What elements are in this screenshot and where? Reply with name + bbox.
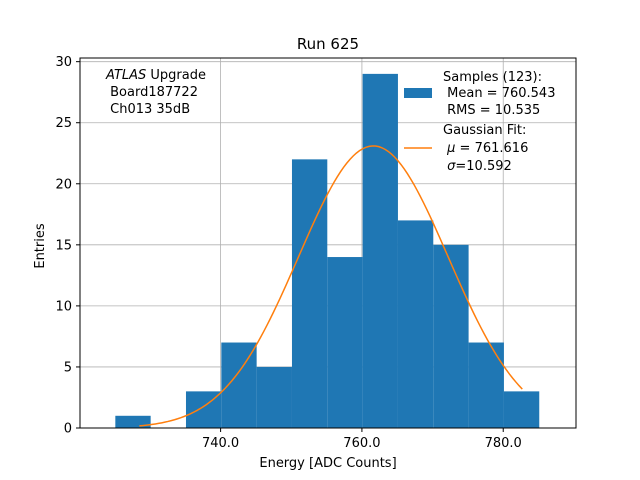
histogram-bar-3 [221, 342, 257, 428]
legend-mu-value: = 761.616 [455, 141, 528, 156]
legend-sigma-symbol: σ [447, 159, 456, 174]
histogram-bar-6 [327, 257, 363, 428]
y-axis-label: Entries [33, 223, 48, 269]
histogram-bar-7 [362, 73, 398, 429]
x-axis-label: Energy [ADC Counts] [259, 456, 396, 471]
histogram-bar-9 [433, 244, 469, 428]
axis-ticks: 740.0 760.0 780.0 0 5 10 15 20 25 30 [55, 55, 521, 451]
annotation-upgrade: Upgrade [146, 68, 206, 83]
y-tick-label-5: 25 [55, 116, 72, 131]
histogram-bar-11 [503, 391, 540, 428]
x-tick-label-1: 760.0 [343, 436, 380, 451]
annotation-line-2: Board187722 [106, 85, 198, 100]
histogram-bar-5 [291, 159, 328, 428]
legend-fit-line-2: μ = 761.616 [443, 141, 528, 156]
histogram-bar-4 [256, 366, 292, 428]
y-tick-label-1: 5 [64, 360, 72, 375]
legend-samples-swatch [404, 88, 432, 98]
legend: Samples (123): Mean = 760.543 RMS = 10.5… [404, 70, 555, 174]
y-tick-label-3: 15 [55, 238, 72, 253]
y-tick-label-6: 30 [55, 55, 72, 70]
x-tick-label-0: 740.0 [202, 436, 239, 451]
legend-samples-line-2: Mean = 760.543 [443, 86, 555, 101]
y-tick-label-2: 10 [55, 299, 72, 314]
gaussian-fit-curve [139, 145, 523, 427]
legend-samples-line-1: Samples (123): [443, 70, 542, 85]
legend-mu-symbol: μ [446, 141, 455, 156]
chart-title: Run 625 [297, 35, 359, 53]
annotation-box: ATLAS Upgrade Board187722 Ch013 35dB [105, 68, 206, 117]
legend-fit-line-1: Gaussian Fit: [443, 123, 526, 138]
histogram-bar-10 [468, 342, 504, 428]
histogram-bar-8 [397, 220, 434, 428]
x-tick-label-2: 780.0 [485, 436, 522, 451]
legend-sigma-value: =10.592 [455, 159, 511, 174]
legend-fit-line-3: σ=10.592 [443, 159, 512, 174]
histogram-bar-0 [115, 415, 151, 428]
axes-frame [79, 57, 577, 429]
annotation-atlas: ATLAS [105, 68, 146, 83]
legend-samples-line-3: RMS = 10.535 [443, 103, 540, 118]
annotation-line-3: Ch013 35dB [106, 102, 190, 117]
fit-curve-group [139, 145, 523, 427]
y-tick-label-0: 0 [64, 422, 72, 437]
annotation-line-1: ATLAS Upgrade [105, 68, 206, 83]
y-tick-label-4: 20 [55, 177, 72, 192]
